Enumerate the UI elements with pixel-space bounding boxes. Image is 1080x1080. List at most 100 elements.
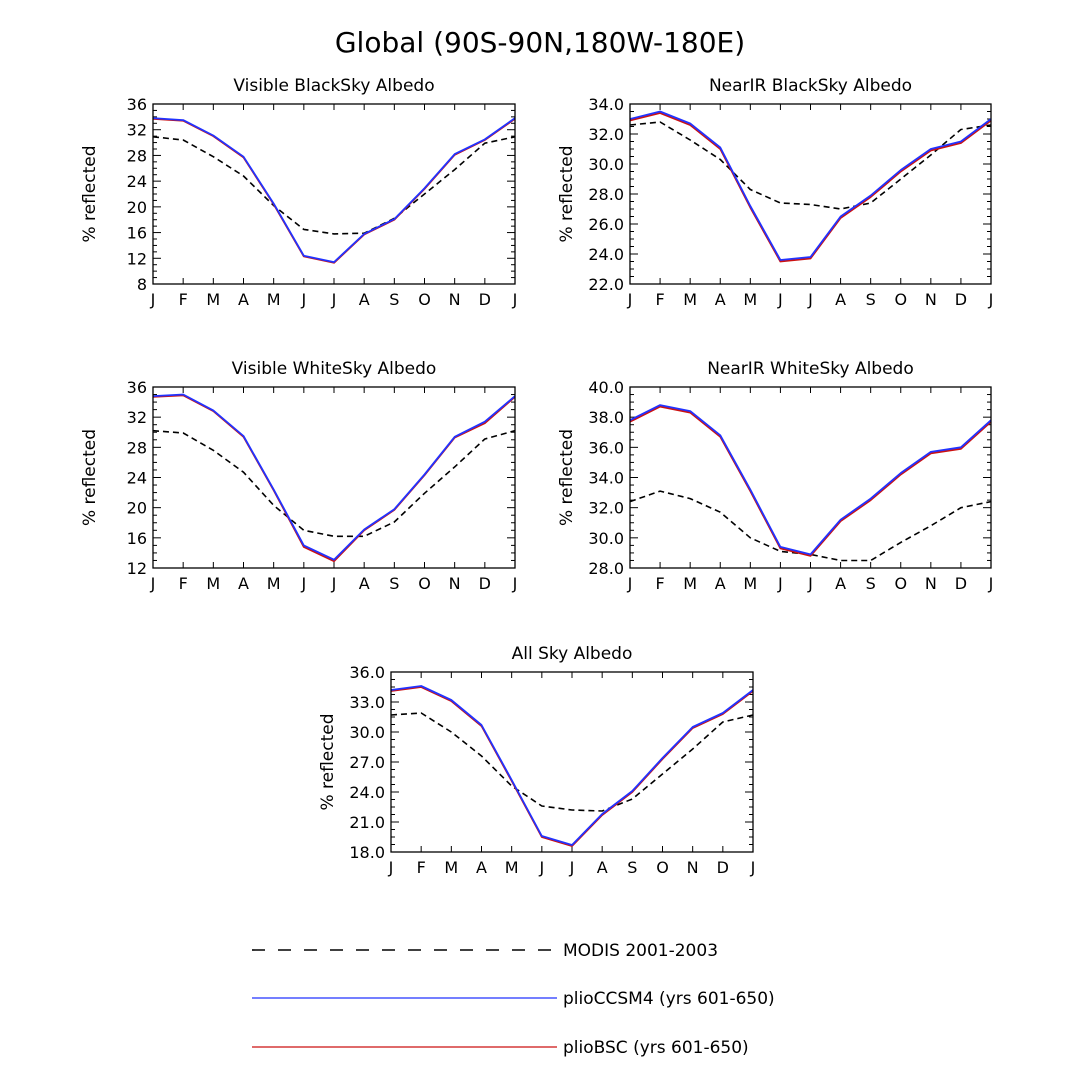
y-axis-label: % reflected [80, 429, 100, 526]
x-tick-label: M [683, 574, 697, 593]
series-line-ccsm4 [390, 685, 754, 846]
y-tick-label: 30.0 [588, 529, 624, 548]
x-tick-label: D [955, 574, 967, 593]
plot-frame [152, 103, 516, 285]
x-tick-label: O [894, 290, 907, 309]
x-tick-label: A [238, 290, 249, 309]
y-tick-label: 18.0 [349, 843, 385, 862]
x-tick-label: J [388, 858, 394, 877]
y-tick-label: 24.0 [349, 783, 385, 802]
y-tick-label: 32 [127, 408, 147, 427]
x-tick-label: A [715, 290, 726, 309]
x-tick-label: O [656, 858, 669, 877]
x-tick-label: D [479, 290, 491, 309]
y-tick-label: 27.0 [349, 753, 385, 772]
x-tick-label: A [476, 858, 487, 877]
series-line-modis [390, 712, 754, 812]
y-tick-label: 22.0 [588, 275, 624, 294]
panel-title: Visible WhiteSky Albedo [232, 359, 437, 379]
y-tick-label: 20 [127, 499, 147, 518]
x-tick-label: O [894, 574, 907, 593]
x-tick-label: J [807, 290, 813, 309]
series-line-ccsm4 [152, 117, 516, 264]
x-tick-label: J [300, 290, 306, 309]
x-tick-label: J [988, 574, 994, 593]
y-tick-label: 36.0 [349, 663, 385, 682]
x-tick-label: S [627, 858, 637, 877]
y-tick-label: 16 [127, 224, 147, 243]
series-line-ccsm4 [629, 110, 992, 261]
y-tick-label: 28.0 [588, 559, 624, 578]
y-axis-label: % reflected [557, 429, 577, 526]
x-tick-label: S [389, 574, 399, 593]
panel-title: All Sky Albedo [512, 644, 633, 664]
x-tick-label: D [955, 290, 967, 309]
plot-frame [390, 671, 754, 853]
x-tick-label: D [717, 858, 729, 877]
y-tick-label: 34.0 [588, 95, 624, 114]
y-tick-label: 28 [127, 438, 147, 457]
y-tick-label: 34.0 [588, 469, 624, 488]
x-tick-label: J [331, 574, 337, 593]
y-tick-label: 12 [127, 249, 147, 268]
y-tick-label: 38.0 [588, 408, 624, 427]
y-tick-label: 33.0 [349, 693, 385, 712]
x-tick-label: O [418, 574, 431, 593]
x-tick-label: N [925, 290, 937, 309]
x-tick-label: N [449, 574, 461, 593]
x-tick-label: F [655, 574, 664, 593]
series-line-bsc [629, 405, 992, 557]
x-tick-label: A [597, 858, 608, 877]
x-tick-label: A [359, 290, 370, 309]
x-tick-label: M [743, 290, 757, 309]
x-tick-label: J [750, 858, 756, 877]
ticks [629, 103, 992, 285]
x-tick-label: J [538, 858, 544, 877]
y-tick-label: 26.0 [588, 215, 624, 234]
series-line-ccsm4 [152, 393, 516, 561]
y-axis-label: % reflected [80, 145, 100, 242]
x-tick-label: J [150, 574, 156, 593]
x-tick-label: J [807, 574, 813, 593]
y-tick-label: 36 [127, 378, 147, 397]
legend-label-ccsm4: plioCCSM4 (yrs 601-650) [563, 989, 775, 1009]
legend-label-bsc: plioBSC (yrs 601-650) [563, 1038, 749, 1058]
x-tick-label: M [505, 858, 519, 877]
y-tick-label: 32.0 [588, 125, 624, 144]
x-tick-label: J [627, 290, 633, 309]
ticks [629, 386, 992, 569]
x-tick-label: J [988, 290, 994, 309]
y-tick-label: 20 [127, 198, 147, 217]
x-tick-label: N [687, 858, 699, 877]
x-tick-label: M [683, 290, 697, 309]
ticks [152, 386, 516, 569]
x-tick-label: D [479, 574, 491, 593]
series-line-modis [629, 490, 992, 562]
x-tick-label: J [512, 290, 518, 309]
y-tick-label: 28.0 [588, 185, 624, 204]
x-tick-label: M [267, 574, 281, 593]
y-axis-label: % reflected [557, 145, 577, 242]
y-tick-label: 36.0 [588, 438, 624, 457]
x-tick-label: O [418, 290, 431, 309]
legend: MODIS 2001-2003 plioCCSM4 (yrs 601-650) … [252, 941, 775, 1058]
y-tick-label: 32 [127, 121, 147, 140]
series-line-bsc [629, 112, 992, 263]
x-tick-label: M [267, 290, 281, 309]
x-tick-label: A [835, 290, 846, 309]
y-tick-label: 16 [127, 529, 147, 548]
x-tick-label: F [655, 290, 664, 309]
x-tick-label: S [866, 574, 876, 593]
x-tick-label: A [238, 574, 249, 593]
y-tick-label: 32.0 [588, 499, 624, 518]
series-line-bsc [152, 394, 516, 563]
series-line-bsc [390, 686, 754, 847]
plot-frame [629, 386, 992, 569]
y-axis-label: % reflected [318, 713, 338, 810]
y-tick-label: 30.0 [588, 155, 624, 174]
x-tick-label: M [444, 858, 458, 877]
